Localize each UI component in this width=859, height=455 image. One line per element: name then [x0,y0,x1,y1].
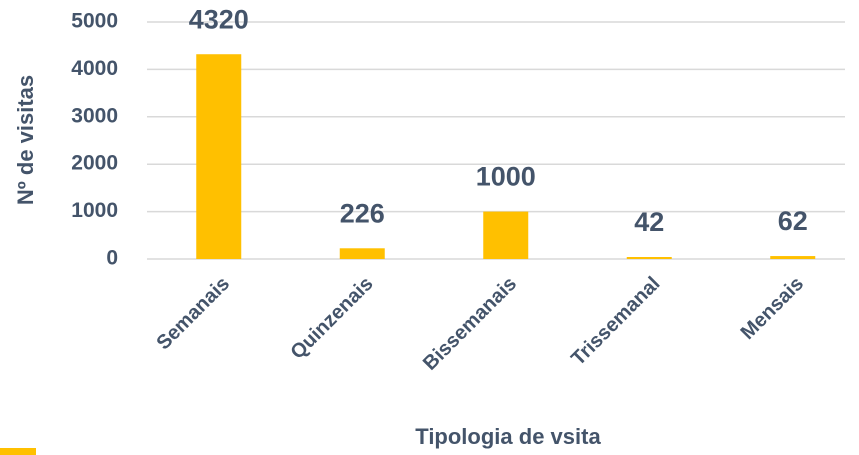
y-tick-label: 5000 [71,10,118,33]
legend-swatch [0,448,36,455]
data-label: 4320 [189,4,249,34]
bar [339,248,385,259]
y-tick-label: 4000 [71,57,118,80]
data-label: 62 [778,206,808,236]
bar [770,256,816,259]
y-tick-label: 0 [106,247,118,270]
y-axis-title: Nº de visitas [13,75,38,205]
x-tick-label: Mensais [737,273,808,344]
bar [196,54,242,260]
x-tick-label: Semanais [152,273,234,355]
bar [483,211,529,259]
y-tick-label: 3000 [71,104,118,127]
x-tick-label: Trissemanal [567,273,664,370]
bar [626,257,672,259]
x-tick-label: Quinzenais [287,273,378,364]
y-tick-label: 1000 [71,199,118,222]
data-label: 226 [340,198,385,228]
data-label: 1000 [476,162,536,192]
data-label: 42 [634,207,664,237]
x-axis-title: Tipologia de vsita [415,424,601,449]
x-tick-label: Bissemanais [419,273,521,375]
y-tick-label: 2000 [71,152,118,175]
